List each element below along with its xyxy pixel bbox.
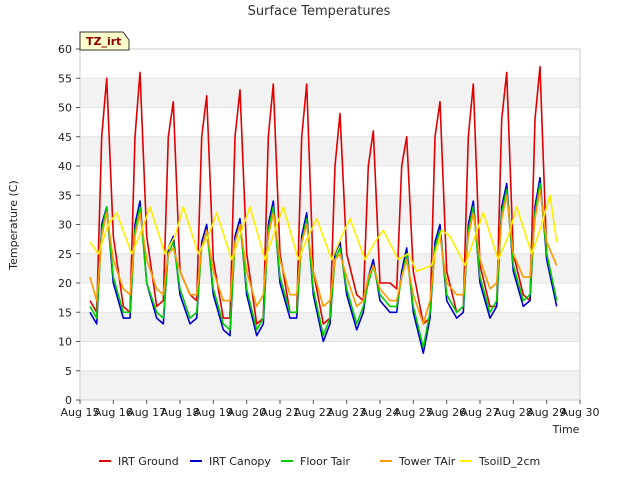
series-layer bbox=[89, 65, 558, 355]
station-badge-box bbox=[79, 31, 130, 51]
series-line-tower-tair bbox=[89, 188, 558, 325]
y-tick-label: 5 bbox=[65, 365, 72, 378]
grid-band bbox=[80, 341, 580, 371]
x-tick-label: Aug 21 bbox=[261, 406, 300, 419]
x-tick-label: Aug 16 bbox=[94, 406, 133, 419]
grid-band bbox=[80, 78, 580, 108]
y-axis: 0 5 10 15 20 25 30 35 40 45 50 55 60 bbox=[58, 43, 80, 407]
legend: IRT Ground IRT Canopy Floor Tair Tower TAir… bbox=[99, 455, 540, 468]
grid-band bbox=[80, 166, 580, 196]
y-axis-title: Temperature (C) bbox=[7, 180, 20, 270]
x-tick-label: Aug 23 bbox=[327, 406, 366, 419]
station-badge-label: TZ_irt bbox=[86, 35, 121, 48]
chart-title: Surface Temperatures bbox=[248, 4, 391, 19]
grid-band bbox=[80, 224, 580, 254]
x-tick-label: Aug 15 bbox=[61, 406, 100, 419]
x-tick-label: Aug 17 bbox=[127, 406, 166, 419]
y-tick-label: 35 bbox=[58, 189, 72, 202]
y-tick-label: 25 bbox=[58, 248, 72, 261]
x-tick-label: Aug 20 bbox=[227, 406, 266, 419]
grid-band bbox=[80, 136, 580, 166]
x-tick-label: Aug 22 bbox=[294, 406, 333, 419]
y-tick-label: 40 bbox=[58, 160, 72, 173]
y-tick-label: 45 bbox=[58, 131, 72, 144]
y-tick-label: 30 bbox=[58, 219, 72, 232]
x-tick-label: Aug 26 bbox=[427, 406, 466, 419]
y-tick-label: 10 bbox=[58, 336, 72, 349]
grid-band bbox=[80, 370, 580, 400]
y-tick-label: 20 bbox=[58, 277, 72, 290]
x-tick-label: Aug 19 bbox=[194, 406, 233, 419]
x-tick-label: Aug 27 bbox=[461, 406, 500, 419]
x-tick-label: Aug 29 bbox=[527, 406, 566, 419]
x-tick-label: Aug 28 bbox=[494, 406, 533, 419]
grid-band bbox=[80, 253, 580, 283]
y-tick-label: 15 bbox=[58, 306, 72, 319]
x-tick-label: Aug 24 bbox=[361, 406, 400, 419]
x-tick-label: Aug 25 bbox=[394, 406, 433, 419]
legend-label: IRT Ground bbox=[118, 455, 179, 468]
grid-band bbox=[80, 49, 580, 79]
series-line-irt-ground bbox=[89, 65, 558, 325]
grid-band bbox=[80, 107, 580, 137]
y-tick-label: 0 bbox=[65, 394, 72, 407]
legend-label: IRT Canopy bbox=[209, 455, 271, 468]
station-badge: TZ_irt bbox=[79, 31, 130, 51]
legend-label: TsoilD_2cm bbox=[478, 455, 540, 468]
legend-label: Floor Tair bbox=[300, 455, 351, 468]
y-tick-label: 55 bbox=[58, 72, 72, 85]
y-tick-label: 50 bbox=[58, 102, 72, 115]
y-tick-label: 60 bbox=[58, 43, 72, 56]
x-tick-label: Aug 30 bbox=[561, 406, 600, 419]
series-line-tsoild-2cm bbox=[89, 194, 558, 273]
grid-band bbox=[80, 195, 580, 225]
x-axis-title: Time bbox=[552, 423, 580, 436]
legend-label: Tower TAir bbox=[398, 455, 456, 468]
x-tick-label: Aug 18 bbox=[161, 406, 200, 419]
